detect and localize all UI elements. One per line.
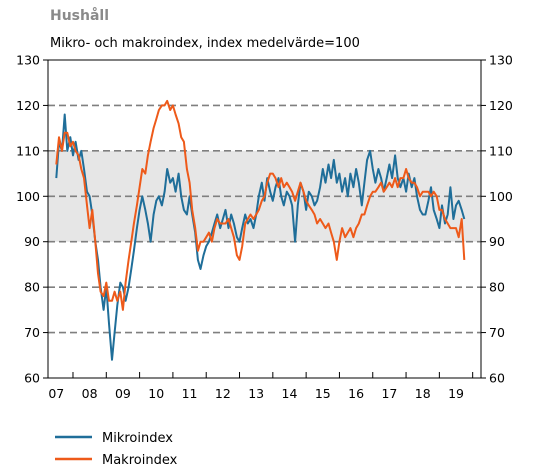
series-line-makroindex <box>55 99 466 311</box>
x-tick-label-14: 14 <box>282 386 298 401</box>
x-tick-label-11: 11 <box>182 386 198 401</box>
legend-label-makroindex: Makroindex <box>102 453 178 468</box>
chart-subtitle: Mikro- och makroindex, index medelvärde=… <box>50 36 360 51</box>
y-tick-label-left-100: 100 <box>16 189 40 204</box>
y-tick-label-right-80: 80 <box>489 280 505 295</box>
y-tick-label-right-90: 90 <box>489 234 505 249</box>
legend-label-mikroindex: Mikroindex <box>102 431 173 446</box>
x-tick-label-17: 17 <box>381 386 397 401</box>
x-tick-label-12: 12 <box>215 386 231 401</box>
y-tick-label-right-60: 60 <box>489 371 505 386</box>
y-tick-label-left-110: 110 <box>16 143 40 158</box>
y-tick-label-left-130: 130 <box>16 53 40 68</box>
x-tick-label-19: 19 <box>448 386 464 401</box>
y-tick-label-right-130: 130 <box>489 53 513 68</box>
x-tick-label-10: 10 <box>148 386 164 401</box>
x-tick-label-13: 13 <box>248 386 264 401</box>
plot-frame <box>47 59 482 379</box>
y-tick-label-right-70: 70 <box>489 325 505 340</box>
y-tick-label-left-120: 120 <box>16 98 40 113</box>
x-tick-label-08: 08 <box>82 386 98 401</box>
y-tick-label-right-110: 110 <box>489 143 513 158</box>
y-tick-label-left-90: 90 <box>24 234 40 249</box>
legend: Mikroindex Makroindex <box>55 431 178 468</box>
x-tick-label-09: 09 <box>115 386 131 401</box>
x-tick-label-18: 18 <box>415 386 431 401</box>
chart-title: Hushåll <box>50 7 109 24</box>
y-tick-label-left-60: 60 <box>24 371 40 386</box>
plot-area: 130 130 120 120 110 110 100 100 90 90 80 80 70 70 60 60… <box>16 53 513 402</box>
y-tick-label-right-120: 120 <box>489 98 513 113</box>
x-tick-label-16: 16 <box>348 386 364 401</box>
y-tick-label-right-100: 100 <box>489 189 513 204</box>
y-tick-label-left-80: 80 <box>24 280 40 295</box>
y-tick-label-left-70: 70 <box>24 325 40 340</box>
x-tick-label-15: 15 <box>315 386 331 401</box>
x-tick-label-07: 07 <box>48 386 64 401</box>
